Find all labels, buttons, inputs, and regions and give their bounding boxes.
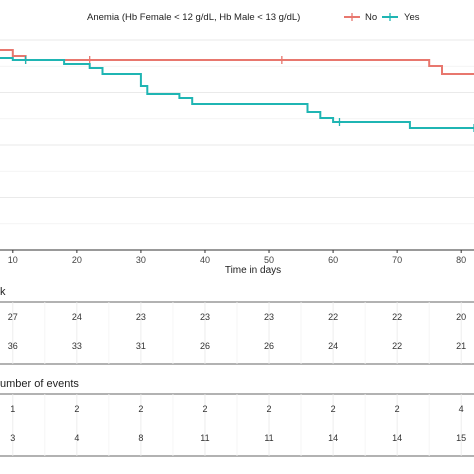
x-tick-label: 80 [456, 255, 466, 265]
risk-table-cell: 24 [328, 341, 338, 351]
gridlines [0, 39, 474, 251]
events-table-cell: 11 [200, 433, 209, 443]
x-tick-label: 20 [72, 255, 82, 265]
x-tick-label: 10 [8, 255, 18, 265]
legend: Anemia (Hb Female < 12 g/dL, Hb Male < 1… [87, 12, 420, 23]
events-table-cell: 2 [267, 404, 272, 414]
risk-table-cell: 26 [200, 341, 210, 351]
risk-table-cell: 22 [328, 312, 338, 322]
legend-label-no: No [365, 12, 377, 23]
legend-title: Anemia (Hb Female < 12 g/dL, Hb Male < 1… [87, 12, 300, 23]
events-table-cell: 3 [10, 433, 15, 443]
x-tick-label: 40 [200, 255, 210, 265]
events-table-cell: 4 [74, 433, 79, 443]
events-table-cell: 14 [328, 433, 338, 443]
risk-table-cell: 22 [392, 312, 402, 322]
survival-curves [0, 49, 474, 132]
x-tick-label: 70 [392, 255, 402, 265]
survival-curve-no [0, 49, 474, 75]
risk-table-cells: 27 24 23 23 23 22 22 20 36 33 31 26 26 24 22 21 [8, 312, 466, 351]
survival-curve-yes [0, 57, 474, 129]
risk-table: k 27 24 23 23 23 22 22 20 36 33 31 26 26 24 22 21 [0, 286, 474, 365]
legend-item-yes: Yes [382, 12, 420, 23]
risk-table-cell: 31 [136, 341, 146, 351]
events-table-cell: 1 [10, 404, 15, 414]
x-tick-label: 50 [264, 255, 274, 265]
x-axis-ticks: 10 20 30 40 50 60 70 80 [8, 250, 466, 265]
events-table-cell: 14 [392, 433, 402, 443]
events-table-cell: 15 [456, 433, 466, 443]
risk-table-cell: 23 [136, 312, 146, 322]
risk-table-title: k [0, 286, 6, 298]
legend-label-yes: Yes [404, 12, 420, 23]
risk-table-cell: 23 [200, 312, 210, 322]
events-table-cell: 4 [459, 404, 464, 414]
risk-table-cell: 24 [72, 312, 82, 322]
x-axis-label: Time in days [225, 265, 281, 276]
risk-table-cell: 36 [8, 341, 18, 351]
events-table-cell: 2 [395, 404, 400, 414]
risk-table-cell: 22 [392, 341, 402, 351]
legend-item-no: No [344, 12, 377, 23]
events-table-cell: 2 [74, 404, 79, 414]
events-table-cell: 11 [264, 433, 273, 443]
risk-table-cell: 23 [264, 312, 274, 322]
events-table-cell: 8 [138, 433, 143, 443]
events-table: umber of events 1 2 2 2 2 2 2 4 3 4 8 11 11 14 14 15 [0, 378, 474, 457]
x-tick-label: 60 [328, 255, 338, 265]
events-table-grid [12, 394, 462, 456]
events-table-cell: 2 [138, 404, 143, 414]
events-table-cell: 2 [331, 404, 336, 414]
survival-plot: 10 20 30 40 50 60 70 80 Time in days [0, 39, 474, 276]
risk-table-cell: 27 [8, 312, 18, 322]
events-table-title: umber of events [0, 378, 79, 390]
risk-table-cell: 26 [264, 341, 274, 351]
risk-table-cell: 21 [456, 341, 466, 351]
risk-table-cell: 33 [72, 341, 82, 351]
events-table-cells: 1 2 2 2 2 2 2 4 3 4 8 11 11 14 14 15 [10, 404, 466, 443]
x-tick-label: 30 [136, 255, 146, 265]
risk-table-grid [12, 302, 462, 364]
risk-table-cell: 20 [456, 312, 466, 322]
events-table-cell: 2 [202, 404, 207, 414]
